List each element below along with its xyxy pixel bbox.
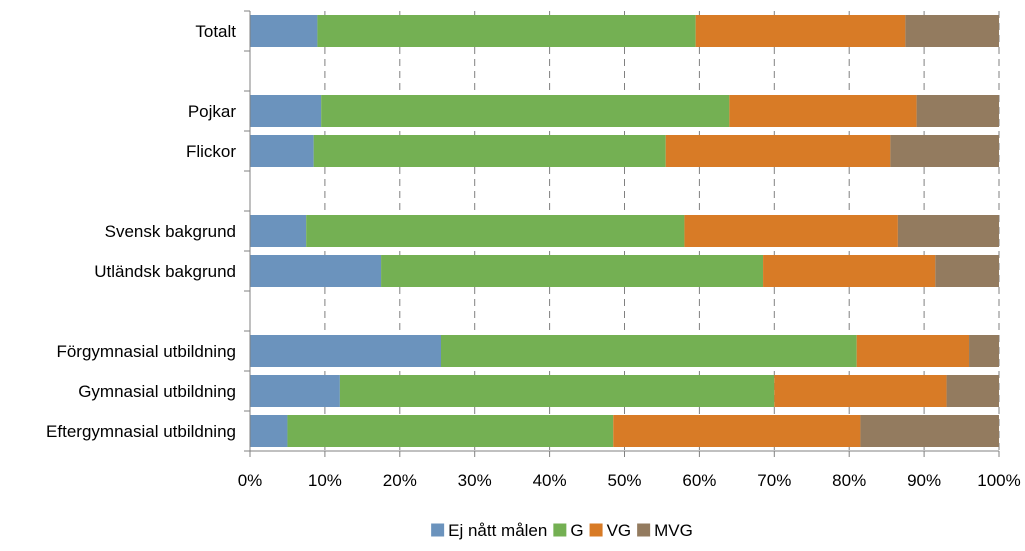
category-label: Förgymnasial utbildning [56, 342, 236, 361]
bar-segment [250, 95, 322, 127]
category-labels: Totalt Pojkar Flickor Svensk bakgrund Utländ… [46, 22, 236, 441]
category-label: Eftergymnasial utbildning [46, 422, 236, 441]
legend-swatch [431, 523, 445, 537]
bar-segment [897, 215, 999, 247]
x-tick-label: 80% [832, 471, 866, 490]
bar-segment [916, 95, 999, 127]
bar-segment [684, 215, 898, 247]
bar-segment [317, 15, 696, 47]
legend: Ej nått målen G VG MVG [431, 521, 693, 540]
legend-label: MVG [654, 521, 693, 540]
bar-segment [440, 335, 857, 367]
category-label: Utländsk bakgrund [94, 262, 236, 281]
bar-segment [969, 335, 999, 367]
bar-segment [381, 255, 764, 287]
bar-segment [774, 375, 947, 407]
bar-segment [613, 415, 861, 447]
bar-segment [665, 135, 891, 167]
x-tick-label: 30% [458, 471, 492, 490]
axes [244, 10, 1000, 457]
bar-segment [763, 255, 936, 287]
bar-segment [313, 135, 666, 167]
legend-swatch [637, 523, 651, 537]
bar-segment [306, 215, 685, 247]
bar-segment [250, 135, 314, 167]
bar-segment [250, 335, 441, 367]
x-tick-label: 20% [383, 471, 417, 490]
bar-segment [905, 15, 999, 47]
x-tick-label: 50% [607, 471, 641, 490]
category-label: Svensk bakgrund [105, 222, 236, 241]
bar-segment [729, 95, 917, 127]
bar-segment [250, 15, 318, 47]
bar-segment [946, 375, 999, 407]
x-tick-label: 0% [238, 471, 263, 490]
bar-segment [250, 375, 340, 407]
bar-segment [860, 415, 999, 447]
bar-segment [321, 95, 730, 127]
legend-swatch [553, 523, 567, 537]
x-tick-label: 100% [977, 471, 1020, 490]
category-label: Totalt [195, 22, 236, 41]
bar-segment [890, 135, 999, 167]
x-tick-label: 70% [757, 471, 791, 490]
bar-segment [250, 215, 307, 247]
x-tick-label: 10% [308, 471, 342, 490]
x-tick-label: 60% [682, 471, 716, 490]
legend-swatch [589, 523, 603, 537]
x-tick-label: 40% [533, 471, 567, 490]
category-label: Flickor [186, 142, 236, 161]
legend-label: G [570, 521, 583, 540]
bar-segment [339, 375, 775, 407]
x-tick-label: 90% [907, 471, 941, 490]
bar-segment [935, 255, 999, 287]
legend-label: Ej nått målen [448, 521, 547, 540]
bar-segment [250, 415, 288, 447]
bars [250, 15, 999, 447]
legend-label: VG [607, 521, 632, 540]
x-tick-labels: 0% 10% 20% 30% 40% 50% 60% 70% 80% 90% 100% [238, 471, 1021, 490]
bar-segment [695, 15, 906, 47]
category-label: Pojkar [188, 102, 237, 121]
bar-segment [856, 335, 970, 367]
bar-segment [287, 415, 614, 447]
category-label: Gymnasial utbildning [78, 382, 236, 401]
bar-segment [250, 255, 382, 287]
